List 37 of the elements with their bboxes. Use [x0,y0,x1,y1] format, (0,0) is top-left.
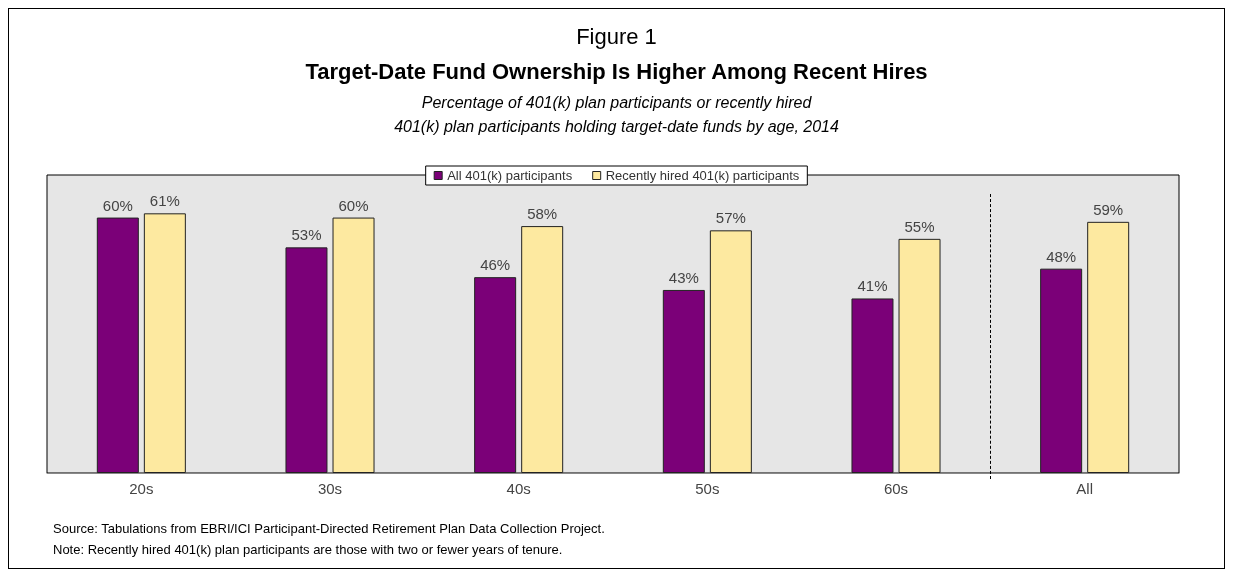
data-label: 41% [857,277,888,295]
legend-label: Recently hired 401(k) participants [605,168,800,183]
bar [898,238,941,473]
bar [332,217,375,473]
data-label: 46% [480,256,511,274]
data-label: 58% [527,205,558,223]
bar [96,217,139,473]
bar [521,226,564,473]
x-tick-label: 50s [695,480,720,497]
data-label: 57% [715,209,746,227]
data-label: 60% [338,196,369,214]
x-tick-label: 60s [883,480,909,497]
data-label: 61% [149,192,180,210]
data-label: 48% [1046,247,1077,265]
data-label: 59% [1093,200,1124,218]
bar [1040,268,1083,473]
data-label: 43% [668,268,699,286]
x-tick-label: All [1076,480,1093,497]
data-label: 60% [102,196,133,214]
bar [1087,221,1130,473]
x-tick-label: 40s [506,480,531,497]
x-tick-label: 20s [129,480,154,497]
bar [851,298,894,473]
source-note: Source: Tabulations from EBRI/ICI Participant-Directed Retirement Plan Data Collection Project. [53,521,605,536]
data-label: 53% [291,226,322,244]
text: Note: Recently hired 401(k) plan participants are those with two or fewer years of tenure. [53,542,563,557]
bar [285,247,328,473]
bar [474,277,517,473]
chart-subtitle: Percentage of 401(k) plan participants or recently hired 401(k) plan participants holding target-date funds by age, 2014 [394,93,839,135]
caption: Figure 1 [576,23,657,49]
legend-label: All 401(k) participants [447,168,573,183]
bar [709,230,752,473]
data-label: 55% [904,217,935,235]
bar [143,213,186,473]
x-tick-label: 30s [317,480,343,497]
bar [662,289,705,473]
chart-title: Target-Date Fund Ownership Is Higher Among Recent Hires [305,58,928,84]
